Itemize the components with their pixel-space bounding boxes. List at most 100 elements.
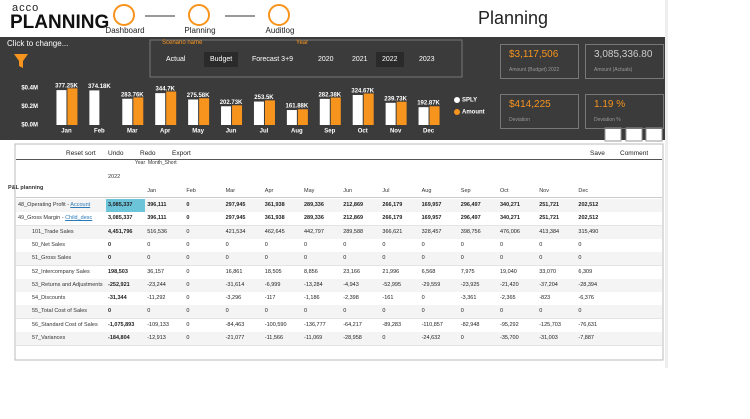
year-option[interactable]: 2022 [376, 52, 404, 67]
cell[interactable]: -12,913 [147, 335, 166, 341]
cell[interactable]: 516,536 [147, 228, 168, 235]
cell[interactable]: -1,075,893 [108, 321, 135, 328]
year-option[interactable]: 2020 [318, 56, 334, 63]
cell[interactable]: -24,632 [421, 335, 441, 341]
cell[interactable]: 3,085,337 [108, 215, 133, 222]
toolbar-button[interactable]: Redo [140, 150, 156, 157]
cell[interactable]: 198,503 [108, 268, 128, 275]
cell[interactable]: 0 [108, 241, 112, 248]
cell[interactable]: -823 [539, 295, 551, 302]
nav-label[interactable]: Auditlog [265, 26, 295, 35]
cell[interactable]: 0 [382, 335, 386, 341]
cell[interactable]: 289,336 [304, 215, 324, 222]
cell[interactable]: -28,958 [343, 335, 362, 341]
cell[interactable]: 0 [578, 255, 582, 262]
cell[interactable]: -136,777 [304, 321, 326, 328]
cell[interactable]: 0 [421, 295, 425, 302]
cell[interactable]: 3,085,337 [106, 199, 145, 212]
cell[interactable]: 0 [500, 255, 504, 262]
cell[interactable]: 297,945 [225, 215, 246, 222]
cell[interactable]: 340,271 [500, 215, 520, 222]
cell[interactable]: 0 [225, 308, 229, 315]
cell[interactable]: -2,398 [343, 295, 359, 302]
cell[interactable]: 0 [421, 241, 425, 248]
cell[interactable]: -31,614 [225, 281, 245, 288]
cell[interactable]: 212,869 [343, 202, 364, 208]
cell[interactable]: 0 [147, 255, 151, 262]
cell[interactable]: -184,804 [108, 335, 130, 341]
cell[interactable]: 0 [500, 241, 504, 248]
cell[interactable]: -84,463 [225, 321, 245, 328]
cell[interactable]: 0 [460, 308, 464, 315]
cell[interactable]: 296,497 [460, 215, 481, 222]
nav-icon[interactable] [188, 4, 210, 26]
cell[interactable]: 0 [304, 255, 308, 262]
cell[interactable]: 361,938 [264, 215, 285, 222]
cell[interactable]: 0 [304, 308, 308, 315]
cell[interactable]: 366,621 [382, 228, 403, 235]
cell[interactable]: 169,957 [421, 215, 442, 222]
cell[interactable]: -11,069 [304, 335, 323, 341]
cell[interactable]: -2,365 [500, 295, 516, 302]
cell[interactable]: -76,631 [578, 321, 598, 328]
cell[interactable]: 0 [343, 255, 347, 262]
cell[interactable]: 33,070 [539, 268, 557, 275]
cell[interactable]: -7,887 [578, 335, 594, 341]
cell[interactable]: 7,975 [460, 268, 475, 275]
cell[interactable]: -82,948 [460, 321, 480, 328]
cell[interactable]: 202,512 [578, 215, 599, 222]
cell[interactable]: 297,945 [225, 202, 246, 208]
cell[interactable]: 361,938 [264, 202, 285, 208]
cell[interactable]: 396,111 [147, 202, 167, 208]
cell[interactable]: -23,244 [147, 281, 166, 288]
cell[interactable]: -13,284 [304, 281, 323, 288]
cell[interactable]: 251,721 [539, 215, 560, 222]
cell[interactable]: 0 [304, 241, 308, 248]
toolbar-button[interactable]: Export [172, 150, 191, 157]
cell[interactable]: 0 [343, 241, 347, 248]
cell[interactable]: 251,721 [539, 202, 560, 208]
cell[interactable]: 0 [264, 255, 268, 262]
cell[interactable]: 6,309 [578, 268, 593, 275]
cell[interactable]: 328,457 [421, 228, 442, 235]
cell[interactable]: -29,559 [421, 281, 441, 288]
cell[interactable]: 202,512 [578, 202, 599, 208]
cell[interactable]: -11,292 [147, 295, 166, 302]
cell[interactable]: -28,394 [578, 281, 598, 288]
cell[interactable]: -6,999 [264, 281, 281, 288]
cell[interactable]: 0 [500, 308, 504, 315]
cell[interactable]: 0 [186, 281, 190, 288]
cell[interactable]: -37,204 [539, 281, 558, 288]
cell[interactable]: 0 [108, 255, 112, 262]
cell[interactable]: 0 [264, 308, 268, 315]
cell[interactable]: 289,336 [304, 202, 324, 208]
toolbar-button[interactable]: Comment [620, 150, 649, 157]
cell[interactable]: 19,040 [500, 268, 517, 275]
cell[interactable]: -95,292 [500, 321, 519, 328]
cell[interactable]: -110,857 [421, 321, 443, 328]
cell[interactable]: 442,797 [304, 228, 324, 235]
row-link[interactable]: Child_desc [65, 215, 93, 222]
nav-label[interactable]: Planning [184, 26, 216, 35]
scenario-option[interactable]: Budget [204, 52, 239, 67]
cell[interactable]: 0 [539, 308, 543, 315]
cell[interactable]: -109,133 [147, 321, 169, 328]
cell[interactable]: 289,588 [343, 228, 364, 235]
cell[interactable]: 0 [147, 241, 151, 248]
cell[interactable]: -23,925 [460, 281, 480, 288]
cell[interactable]: 0 [186, 228, 190, 235]
cell[interactable]: -35,700 [500, 335, 519, 341]
cell[interactable]: -52,995 [382, 281, 402, 288]
cell[interactable]: 0 [382, 241, 386, 248]
scenario-option[interactable]: Forecast 3+9 [252, 56, 294, 63]
cell[interactable]: -64,217 [343, 321, 362, 328]
cell[interactable]: 0 [186, 202, 190, 208]
cell[interactable]: 0 [421, 255, 425, 262]
cell[interactable]: 266,179 [382, 215, 403, 222]
cell[interactable]: -89,283 [382, 321, 402, 328]
toolbar-button[interactable]: Reset sort [66, 150, 96, 157]
cell[interactable]: 169,957 [421, 202, 442, 208]
cell[interactable]: -31,344 [108, 295, 127, 302]
filter-icon[interactable] [14, 54, 28, 68]
nav-icon[interactable] [113, 4, 135, 26]
